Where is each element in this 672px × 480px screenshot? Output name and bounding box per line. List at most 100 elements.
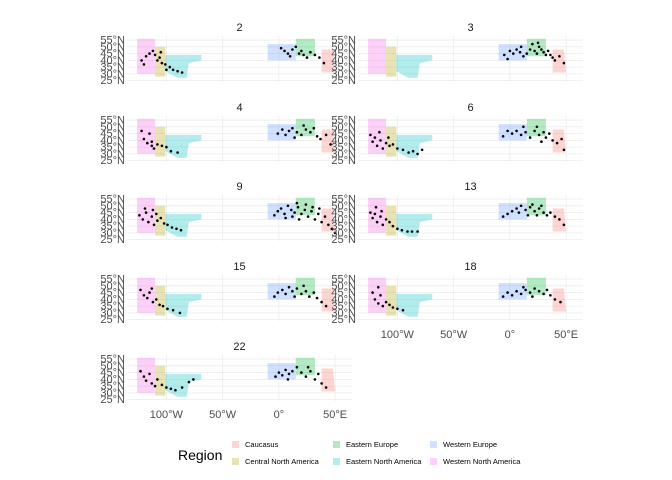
- region-central-north-america: [386, 126, 397, 157]
- panel-22: 22 25°N30°N35°N40°N45°N50°N55°N 100°W 50°W 0…: [100, 341, 352, 421]
- data-point: [286, 378, 290, 381]
- data-point: [522, 125, 525, 129]
- x-tick-label: 0°: [505, 329, 516, 341]
- data-point: [291, 48, 294, 51]
- data-point: [142, 375, 146, 378]
- y-tick-label: 55°N: [331, 194, 356, 206]
- y-tick-label: 50°N: [100, 280, 125, 292]
- data-point: [540, 48, 543, 51]
- facet-label: 13: [464, 181, 476, 193]
- data-point: [155, 298, 158, 301]
- panel-9: 9 25°N30°N35°N40°N45°N50°N55°N: [100, 181, 352, 246]
- region-western-north-america: [368, 118, 387, 154]
- data-point: [388, 144, 391, 148]
- y-tick-label: 30°N: [100, 148, 125, 160]
- data-point: [381, 223, 385, 227]
- data-point: [387, 136, 390, 139]
- data-point: [519, 204, 523, 208]
- data-point: [306, 365, 310, 369]
- region-central-north-america: [155, 46, 166, 77]
- data-point: [323, 215, 327, 218]
- region-western-north-america: [368, 38, 387, 74]
- data-point: [156, 219, 159, 222]
- y-tick-label: 25°N: [100, 234, 125, 246]
- data-point: [296, 205, 300, 209]
- data-point: [165, 386, 168, 389]
- data-point: [180, 71, 184, 74]
- y-tick-label: 45°N: [100, 367, 125, 379]
- y-tick-label: 30°N: [100, 387, 125, 399]
- data-point: [537, 289, 541, 293]
- region-eastern-north-america: [396, 134, 433, 158]
- data-point: [384, 141, 388, 145]
- data-point: [318, 56, 321, 59]
- data-point: [377, 285, 380, 289]
- data-point: [524, 130, 527, 134]
- region-western-north-america: [137, 357, 156, 393]
- data-point: [165, 145, 168, 149]
- facet-label: 18: [464, 261, 476, 273]
- data-point: [144, 379, 148, 383]
- data-point: [320, 382, 323, 385]
- data-point: [562, 223, 566, 227]
- data-point: [558, 218, 561, 221]
- data-point: [535, 125, 539, 129]
- y-tick-label: 40°N: [331, 135, 356, 147]
- panel-3: 3 25°N30°N35°N40°N45°N50°N55°N: [331, 22, 583, 87]
- data-point: [300, 292, 303, 296]
- data-point: [176, 69, 179, 73]
- legend-swatch: [232, 441, 239, 448]
- data-point: [416, 230, 419, 233]
- data-point: [313, 378, 317, 381]
- data-point: [528, 136, 532, 139]
- data-point: [525, 52, 529, 55]
- data-point: [533, 129, 536, 133]
- region-western-europe: [498, 44, 527, 61]
- data-point: [537, 133, 541, 137]
- y-tick-label: 35°N: [331, 62, 356, 74]
- y-tick-label: 55°N: [100, 274, 125, 286]
- data-point: [542, 211, 545, 214]
- y-tick-label: 25°N: [100, 155, 125, 167]
- data-point: [512, 52, 515, 55]
- region-caucasus: [552, 49, 567, 73]
- y-tick-label: 55°N: [100, 115, 125, 127]
- data-point: [281, 374, 284, 377]
- data-point: [151, 49, 155, 53]
- data-point: [374, 205, 378, 209]
- data-point: [420, 148, 424, 152]
- data-point: [407, 151, 410, 154]
- y-tick-label: 35°N: [100, 301, 125, 313]
- y-tick-label: 45°N: [100, 48, 125, 60]
- panel-4: 4 25°N30°N35°N40°N45°N50°N55°N: [100, 102, 352, 167]
- data-point: [506, 212, 509, 216]
- data-point: [535, 214, 539, 217]
- data-point: [526, 214, 530, 217]
- facet-label: 3: [467, 22, 473, 34]
- data-point: [148, 291, 151, 294]
- data-point: [333, 231, 337, 235]
- data-point: [176, 151, 179, 154]
- data-point: [313, 218, 317, 221]
- data-point: [309, 50, 312, 54]
- data-point: [139, 369, 142, 373]
- data-point: [324, 133, 328, 137]
- data-point: [318, 207, 321, 210]
- data-point: [388, 303, 391, 307]
- legend-label: Western Europe: [443, 440, 497, 449]
- data-point: [518, 50, 522, 54]
- data-point: [276, 132, 280, 135]
- y-tick-label: 30°N: [100, 68, 125, 80]
- region-western-north-america: [137, 277, 156, 313]
- data-point: [294, 45, 298, 49]
- region-eastern-north-america: [165, 134, 202, 158]
- data-point: [396, 307, 399, 311]
- data-point: [273, 295, 276, 298]
- data-point: [531, 42, 534, 46]
- data-point: [168, 65, 172, 69]
- data-point: [295, 130, 299, 134]
- y-tick-label: 50°N: [100, 121, 125, 133]
- data-point: [515, 48, 518, 51]
- data-point: [501, 215, 505, 218]
- panel-13: 13 25°N30°N35°N40°N45°N50°N55°N: [331, 181, 583, 246]
